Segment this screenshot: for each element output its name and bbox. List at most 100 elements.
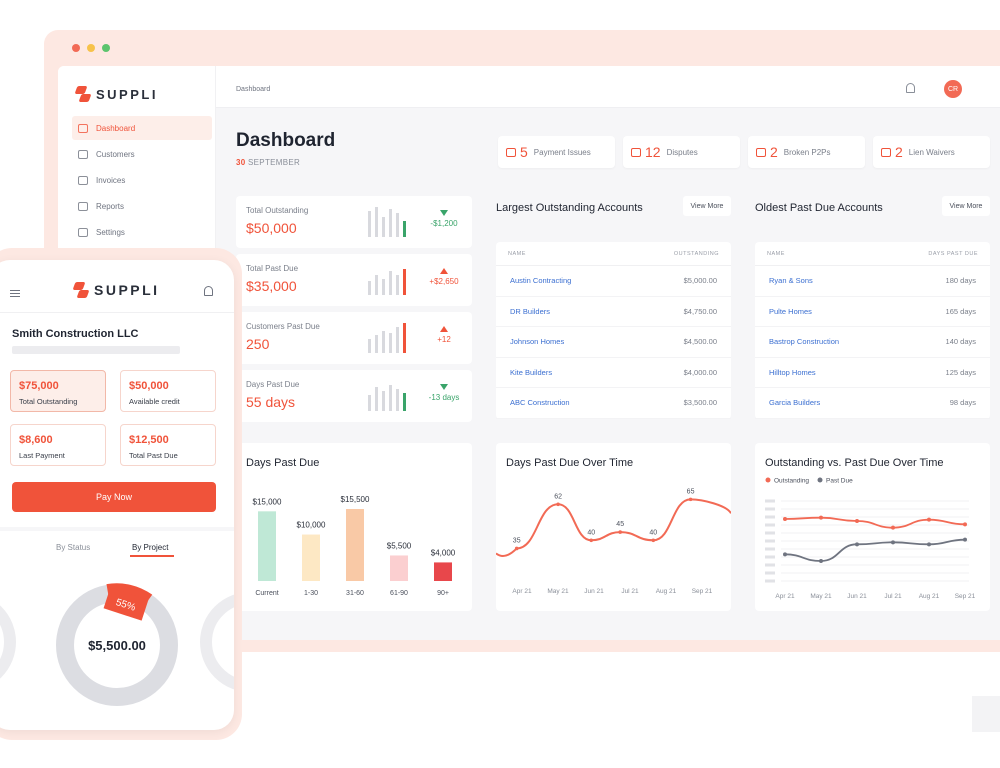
kpi-value: 55 days bbox=[246, 394, 296, 410]
sidebar-item-dashboard[interactable]: Dashboard bbox=[72, 116, 212, 140]
account-link[interactable]: Pulte Homes bbox=[769, 306, 812, 316]
summary-card[interactable]: $50,000 Available credit bbox=[120, 370, 216, 412]
y-tick-placeholder bbox=[765, 515, 775, 519]
reports-icon bbox=[78, 201, 88, 211]
data-point bbox=[618, 530, 622, 534]
account-link[interactable]: ABC Construction bbox=[510, 398, 570, 408]
account-value: 125 days bbox=[945, 367, 976, 377]
account-link[interactable]: Bastrop Construction bbox=[769, 337, 840, 347]
issue-broken-p2ps[interactable]: 2 Broken P2Ps bbox=[748, 136, 865, 168]
next-donut-preview[interactable] bbox=[200, 592, 234, 692]
column-header[interactable]: NAME bbox=[767, 250, 785, 257]
sidebar-item-reports[interactable]: Reports bbox=[72, 194, 212, 218]
window-close-dot[interactable] bbox=[72, 44, 80, 52]
bar bbox=[346, 509, 364, 581]
kpi-card[interactable]: Days Past Due 55 days -13 days bbox=[236, 370, 472, 422]
category-label: 61-90 bbox=[390, 590, 408, 597]
mobile-logo[interactable]: SUPPLI bbox=[74, 282, 160, 298]
tab-by-status[interactable]: By Status bbox=[56, 543, 91, 552]
donut-badge bbox=[103, 587, 149, 621]
category-label: 1-30 bbox=[304, 590, 318, 597]
kpi-card[interactable]: Total Outstanding $50,000 -$1,200 bbox=[236, 196, 472, 248]
sidebar-item-invoices[interactable]: Invoices bbox=[72, 168, 212, 192]
table-row[interactable]: Bastrop Construction 140 days bbox=[755, 327, 990, 358]
issue-lien-waivers[interactable]: 2 Lien Waivers bbox=[873, 136, 990, 168]
table-row[interactable]: Ryan & Sons 180 days bbox=[755, 266, 990, 297]
summary-label: Available credit bbox=[129, 397, 180, 406]
prev-donut-preview[interactable] bbox=[0, 592, 16, 692]
table-row[interactable]: Hilltop Homes 125 days bbox=[755, 358, 990, 388]
data-point bbox=[819, 515, 823, 520]
chart-title: Days Past Due Over Time bbox=[506, 457, 634, 469]
series-line bbox=[496, 498, 731, 557]
table-header: NAME DAYS PAST DUE bbox=[755, 242, 990, 266]
pay-now-button[interactable]: Pay Now bbox=[12, 482, 216, 512]
account-value: $5,000.00 bbox=[683, 276, 717, 286]
settings-icon bbox=[78, 227, 88, 237]
bell-icon[interactable] bbox=[204, 286, 213, 296]
trend-down-icon bbox=[440, 384, 448, 390]
active-tab-indicator bbox=[130, 555, 174, 557]
series-line bbox=[784, 516, 966, 529]
y-tick-placeholder bbox=[765, 547, 775, 551]
column-header[interactable]: OUTSTANDING bbox=[673, 250, 719, 257]
issue-disputes[interactable]: 12 Disputes bbox=[623, 136, 740, 168]
legend-label: Past Due bbox=[826, 478, 853, 485]
data-point bbox=[891, 525, 895, 530]
summary-card[interactable]: $75,000 Total Outstanding bbox=[10, 370, 106, 412]
data-point bbox=[963, 522, 967, 527]
table-row[interactable]: DR Builders $4,750.00 bbox=[496, 297, 731, 327]
app-name: SUPPLI bbox=[96, 86, 158, 102]
hamburger-menu-icon[interactable] bbox=[10, 290, 20, 297]
account-link[interactable]: Johnson Homes bbox=[510, 337, 565, 347]
breadcrumb[interactable]: Dashboard bbox=[236, 86, 271, 93]
point-label: 35 bbox=[513, 537, 521, 544]
column-header[interactable]: DAYS PAST DUE bbox=[928, 250, 978, 257]
background-block bbox=[972, 696, 1000, 732]
sparkbars bbox=[368, 381, 412, 411]
sidebar-item-customers[interactable]: Customers bbox=[72, 142, 212, 166]
issue-payment[interactable]: 5 Payment Issues bbox=[498, 136, 615, 168]
summary-card[interactable]: $12,500 Total Past Due bbox=[120, 424, 216, 466]
app-logo[interactable]: SUPPLI bbox=[76, 86, 158, 102]
account-link[interactable]: Kite Builders bbox=[510, 367, 553, 377]
account-link[interactable]: Hilltop Homes bbox=[769, 367, 816, 377]
table-row[interactable]: Kite Builders $4,000.00 bbox=[496, 358, 731, 388]
briefcase-icon bbox=[881, 147, 891, 157]
accounts-table: NAME DAYS PAST DUE Ryan & Sons 180 days P… bbox=[755, 242, 990, 419]
view-more-button[interactable]: View More bbox=[942, 196, 990, 216]
account-link[interactable]: Garcia Builders bbox=[769, 398, 821, 408]
table-row[interactable]: Johnson Homes $4,500.00 bbox=[496, 327, 731, 358]
kpi-card[interactable]: Customers Past Due 250 +12 bbox=[236, 312, 472, 364]
table-row[interactable]: Austin Contracting $5,000.00 bbox=[496, 266, 731, 297]
project-donut-chart[interactable]: 55% $5,500.00 bbox=[42, 570, 192, 720]
bell-icon[interactable] bbox=[906, 83, 915, 93]
sidebar-item-settings[interactable]: Settings bbox=[72, 220, 212, 244]
table-row[interactable]: ABC Construction $3,500.00 bbox=[496, 388, 731, 419]
tab-by-project[interactable]: By Project bbox=[132, 543, 169, 552]
view-more-button[interactable]: View More bbox=[683, 196, 731, 216]
window-maximize-dot[interactable] bbox=[102, 44, 110, 52]
main-content: Dashboard CR Dashboard 30 SEPTEMBER 5 Pa… bbox=[216, 66, 1000, 640]
account-value: 98 days bbox=[949, 398, 976, 408]
mobile-app: SUPPLI Smith Construction LLC $75,000 To… bbox=[0, 260, 234, 730]
account-link[interactable]: Austin Contracting bbox=[510, 276, 572, 286]
kpi-card[interactable]: Total Past Due $35,000 +$2,650 bbox=[236, 254, 472, 306]
avatar[interactable]: CR bbox=[944, 80, 962, 98]
summary-card[interactable]: $8,600 Last Payment bbox=[10, 424, 106, 466]
bar bbox=[258, 511, 276, 581]
data-point bbox=[514, 546, 519, 551]
kpi-list: Total Outstanding $50,000 -$1,200 Total … bbox=[236, 196, 472, 428]
y-tick-placeholder bbox=[765, 531, 775, 535]
account-link[interactable]: Ryan & Sons bbox=[769, 276, 813, 286]
data-point bbox=[819, 559, 823, 563]
account-link[interactable]: DR Builders bbox=[510, 306, 551, 316]
column-header[interactable]: NAME bbox=[508, 250, 526, 257]
table-row[interactable]: Pulte Homes 165 days bbox=[755, 297, 990, 327]
x-tick-label: Jun 21 bbox=[847, 593, 867, 600]
table-row[interactable]: Garcia Builders 98 days bbox=[755, 388, 990, 419]
window-minimize-dot[interactable] bbox=[87, 44, 95, 52]
trend-down-icon bbox=[440, 210, 448, 216]
bar bbox=[434, 562, 452, 581]
x-tick-label: May 21 bbox=[547, 588, 569, 595]
